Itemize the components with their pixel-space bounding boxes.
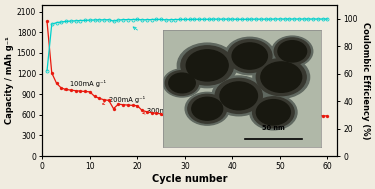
Circle shape (225, 37, 275, 75)
Circle shape (256, 100, 290, 125)
Circle shape (212, 76, 266, 116)
Circle shape (256, 59, 306, 96)
Text: 200mA g⁻¹: 200mA g⁻¹ (102, 96, 145, 105)
Circle shape (278, 41, 307, 62)
Circle shape (228, 40, 272, 73)
Y-axis label: Capacity / mAh g⁻¹: Capacity / mAh g⁻¹ (5, 37, 14, 124)
Circle shape (169, 73, 195, 93)
Circle shape (274, 38, 310, 65)
Circle shape (250, 95, 297, 130)
X-axis label: Cycle number: Cycle number (152, 174, 227, 184)
Text: 500mA g⁻¹: 500mA g⁻¹ (193, 118, 233, 125)
Circle shape (220, 82, 258, 110)
Circle shape (165, 71, 199, 95)
Circle shape (232, 43, 267, 69)
Circle shape (261, 62, 302, 92)
Circle shape (192, 97, 223, 120)
Y-axis label: Coulombic Efficiency (%): Coulombic Efficiency (%) (361, 22, 370, 139)
Text: 100mA g⁻¹: 100mA g⁻¹ (257, 107, 297, 114)
Circle shape (253, 97, 294, 128)
Circle shape (186, 50, 228, 81)
Circle shape (272, 36, 313, 67)
Circle shape (188, 94, 226, 123)
Circle shape (215, 78, 262, 113)
Text: 100mA g⁻¹: 100mA g⁻¹ (64, 81, 106, 91)
Circle shape (177, 43, 237, 88)
Circle shape (163, 69, 201, 97)
Circle shape (253, 56, 310, 98)
Circle shape (185, 92, 229, 125)
Circle shape (181, 46, 234, 85)
Text: 300mA g⁻¹: 300mA g⁻¹ (143, 107, 183, 114)
Text: 50 nm: 50 nm (262, 125, 285, 131)
